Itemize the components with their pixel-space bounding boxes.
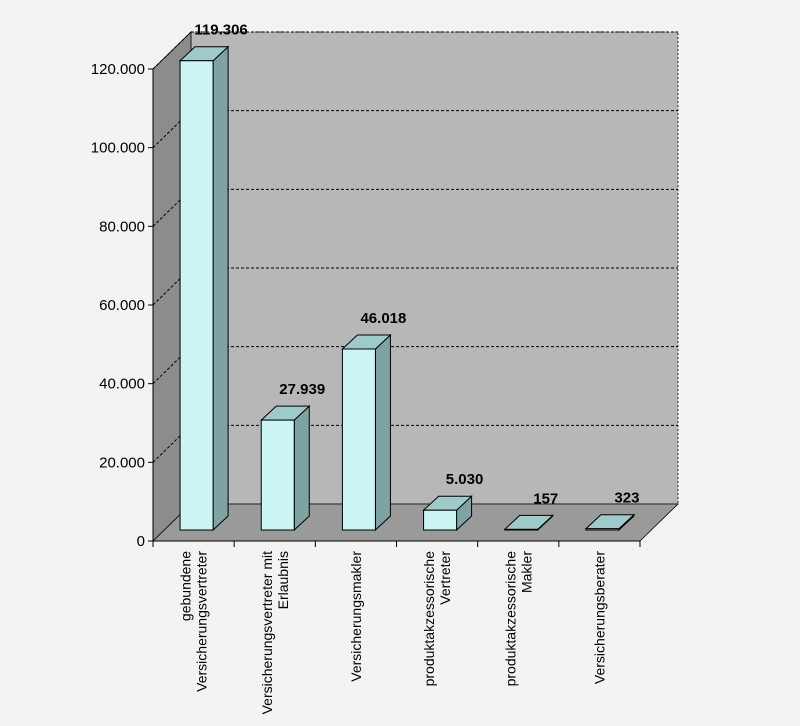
x-axis: gebundene Versicherungsvertreter Versicher…: [152, 540, 641, 715]
data-label: 46.018: [360, 310, 406, 327]
bar: [422, 495, 473, 532]
bar-front: [585, 528, 620, 531]
y-tick-label: 120.000: [91, 61, 145, 78]
data-label: 27.939: [279, 381, 325, 398]
category-label-line: produktakzessorische: [421, 551, 437, 687]
bar: [584, 513, 636, 532]
category-label-line: Versicherungsvertreter: [194, 551, 210, 692]
gridline-side: [152, 424, 192, 463]
back-wall: [190, 31, 679, 505]
bar-front: [504, 528, 539, 531]
y-tick-label: 40.000: [99, 376, 145, 393]
category-label-line: Erlaubnis: [275, 551, 291, 609]
y-tick-label: 100.000: [91, 140, 145, 157]
bar: [178, 45, 230, 532]
data-label: 323: [614, 490, 639, 507]
bar: [503, 514, 555, 532]
category-label: produktakzessorische Makler: [502, 551, 534, 687]
gridline-side: [152, 110, 192, 149]
gridline-side: [152, 31, 192, 70]
category-label: gebundene Versicherungsvertreter: [178, 551, 210, 692]
category-label: Versicherungsberater: [591, 551, 607, 684]
category-label: produktakzessorische Vertreter: [421, 551, 453, 687]
bar-side: [212, 45, 229, 532]
bar-front: [341, 348, 376, 531]
category-label-line: gebundene: [178, 551, 194, 621]
chart-walls: [152, 31, 679, 542]
category-label: Versicherungsvertreter mit Erlaubnis: [259, 551, 291, 715]
bar: [341, 333, 392, 532]
chart-data-labels: 119.306 27.939 46.018 5.030 157 323: [194, 22, 639, 508]
bar-front: [260, 419, 295, 531]
bar-side: [293, 404, 310, 532]
category-label-line: Makler: [518, 551, 534, 593]
category-label-line: Versicherungsmakler: [348, 551, 364, 682]
y-tick-label: 80.000: [99, 218, 145, 235]
chart-bars: [178, 45, 636, 532]
y-axis: 0 20.000 40.000 60.000 80.000 100.000 120.000: [91, 61, 154, 550]
category-label-line: Vertreter: [437, 551, 453, 605]
category-label-line: Versicherungsberater: [591, 551, 607, 684]
gridline-side: [152, 267, 192, 306]
data-label: 5.030: [446, 471, 484, 488]
chart-gridlines: [152, 31, 678, 463]
y-tick-label: 60.000: [99, 297, 145, 314]
data-label: 119.306: [194, 22, 247, 39]
bar-front: [179, 60, 214, 531]
bar-front: [423, 509, 458, 531]
gridline-side: [152, 346, 192, 385]
category-label: Versicherungsmakler: [348, 551, 364, 682]
category-label-line: Versicherungsvertreter mit: [259, 551, 275, 715]
bar: [259, 404, 311, 532]
category-label-line: produktakzessorische: [502, 551, 518, 687]
y-tick-label: 0: [137, 533, 145, 550]
bar-side: [374, 333, 391, 532]
y-tick-label: 20.000: [99, 454, 145, 471]
data-label: 157: [533, 490, 558, 507]
gridline-side: [152, 188, 192, 227]
